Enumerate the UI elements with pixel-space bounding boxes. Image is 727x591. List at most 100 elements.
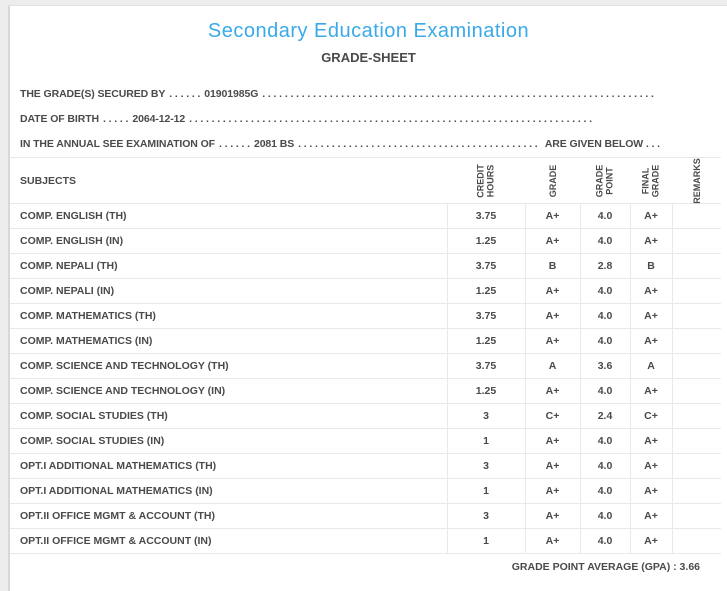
grade-point-cell: 4.0 xyxy=(579,453,630,479)
page-subtitle: GRADE-SHEET xyxy=(321,50,416,65)
grade-cell: A+ xyxy=(524,503,580,529)
dots-trailer: . . . . . . . . . . . . . . . . . . . . … xyxy=(262,88,654,100)
gpa-summary: GRADE POINT AVERAGE (GPA) : 3.66 xyxy=(511,561,700,573)
grade-point-cell: 2.4 xyxy=(579,403,630,429)
final-grade-cell: A+ xyxy=(629,528,672,554)
subject-cell: OPT.II OFFICE MGMT & ACCOUNT (IN) xyxy=(10,528,447,554)
exam-year-label: IN THE ANNUAL SEE EXAMINATION OF xyxy=(20,138,215,150)
table-row: COMP. NEPALI (TH) 3.75 B 2.8 B xyxy=(10,253,721,279)
final-grade-cell: A+ xyxy=(629,478,672,504)
table-row: OPT.II OFFICE MGMT & ACCOUNT (TH) 3 A+ 4.0 A… xyxy=(10,503,721,529)
grade-point-cell: 4.0 xyxy=(579,428,630,454)
grade-point-cell: 4.0 xyxy=(579,328,630,354)
table-row: COMP. ENGLISH (TH) 3.75 A+ 4.0 A+ xyxy=(10,203,721,229)
grade-point-cell: 4.0 xyxy=(579,278,630,304)
remarks-cell xyxy=(671,503,721,529)
remarks-cell xyxy=(671,453,721,479)
subject-cell: OPT.II OFFICE MGMT & ACCOUNT (TH) xyxy=(10,503,447,529)
symbol-number-value: 01901985G xyxy=(204,88,259,100)
credit-hours-cell: 3.75 xyxy=(446,353,525,379)
grade-point-cell: 4.0 xyxy=(579,503,630,529)
grade-cell: C+ xyxy=(524,403,580,429)
table-row: COMP. NEPALI (IN) 1.25 A+ 4.0 A+ xyxy=(10,278,721,304)
column-header-final-grade: FINAL GRADE xyxy=(630,157,672,204)
symbol-number-label: THE GRADE(S) SECURED BY xyxy=(20,88,166,100)
table-row: COMP. MATHEMATICS (TH) 3.75 A+ 4.0 A+ xyxy=(10,303,721,329)
table-row: OPT.I ADDITIONAL MATHEMATICS (TH) 3 A+ 4.0 A… xyxy=(10,453,721,479)
info-line-symbol-number: THE GRADE(S) SECURED BY . . . . . . 0190… xyxy=(20,82,654,107)
subject-cell: COMP. SOCIAL STUDIES (IN) xyxy=(10,428,447,454)
table-row: COMP. SOCIAL STUDIES (IN) 1 A+ 4.0 A+ xyxy=(10,428,721,454)
grade-cell: A+ xyxy=(524,203,580,229)
dots-separator: . . . . . xyxy=(103,113,129,125)
grade-cell: A+ xyxy=(524,528,580,554)
remarks-cell xyxy=(671,403,721,429)
page-title: Secondary Education Examination xyxy=(207,20,530,42)
subject-cell: COMP. SCIENCE AND TECHNOLOGY (TH) xyxy=(10,353,447,379)
exam-year-value: 2081 BS xyxy=(253,138,295,150)
grade-cell: A+ xyxy=(524,303,580,329)
grade-point-cell: 4.0 xyxy=(579,378,630,404)
grade-cell: A+ xyxy=(524,378,580,404)
final-grade-cell: A+ xyxy=(629,203,672,229)
final-grade-cell: B xyxy=(629,253,672,279)
final-grade-cell: A+ xyxy=(629,228,672,254)
final-grade-cell: C+ xyxy=(629,403,672,429)
column-header-subjects: SUBJECTS xyxy=(10,157,447,204)
credit-hours-cell: 1 xyxy=(446,478,525,504)
grades-table-header-row: SUBJECTS CREDIT HOURS GRADE GRADE POINT … xyxy=(10,157,721,204)
remarks-cell xyxy=(671,303,721,329)
remarks-cell xyxy=(671,253,721,279)
subject-cell: COMP. SCIENCE AND TECHNOLOGY (IN) xyxy=(10,378,447,404)
table-row: COMP. SCIENCE AND TECHNOLOGY (TH) 3.75 A 3.… xyxy=(10,353,721,379)
credit-hours-cell: 1 xyxy=(446,428,525,454)
credit-hours-cell: 3.75 xyxy=(446,253,525,279)
grade-point-cell: 4.0 xyxy=(579,228,630,254)
grade-point-cell: 2.8 xyxy=(579,253,630,279)
grade-cell: A+ xyxy=(524,453,580,479)
grade-point-cell: 3.6 xyxy=(579,353,630,379)
credit-hours-cell: 1 xyxy=(446,528,525,554)
final-grade-cell: A+ xyxy=(629,453,672,479)
credit-hours-cell: 1.25 xyxy=(446,278,525,304)
final-grade-cell: A+ xyxy=(629,503,672,529)
final-grade-cell: A+ xyxy=(629,303,672,329)
grade-point-cell: 4.0 xyxy=(579,528,630,554)
grade-point-cell: 4.0 xyxy=(579,203,630,229)
credit-hours-cell: 3.75 xyxy=(446,303,525,329)
grade-cell: A+ xyxy=(524,328,580,354)
subject-cell: COMP. MATHEMATICS (IN) xyxy=(10,328,447,354)
gradesheet-page: Secondary Education Examination GRADE-SH… xyxy=(8,5,727,591)
credit-hours-cell: 1.25 xyxy=(446,378,525,404)
final-grade-cell: A+ xyxy=(629,378,672,404)
remarks-cell xyxy=(671,428,721,454)
credit-hours-cell: 3 xyxy=(446,503,525,529)
subject-cell: COMP. NEPALI (IN) xyxy=(10,278,447,304)
subject-cell: COMP. SOCIAL STUDIES (TH) xyxy=(10,403,447,429)
table-row: COMP. MATHEMATICS (IN) 1.25 A+ 4.0 A+ xyxy=(10,328,721,354)
dots-trailer: . . . . . . . . . . . . . . . . . . . . … xyxy=(189,113,592,125)
final-grade-cell: A+ xyxy=(629,428,672,454)
grade-cell: A+ xyxy=(524,478,580,504)
remarks-cell xyxy=(671,353,721,379)
grade-cell: B xyxy=(524,253,580,279)
grade-cell: A+ xyxy=(524,428,580,454)
remarks-cell xyxy=(671,528,721,554)
column-header-grade: GRADE xyxy=(525,157,580,204)
credit-hours-cell: 3 xyxy=(446,453,525,479)
are-given-below-label: ARE GIVEN BELOW . . . xyxy=(544,138,660,150)
credit-hours-cell: 1.25 xyxy=(446,328,525,354)
table-row: COMP. ENGLISH (IN) 1.25 A+ 4.0 A+ xyxy=(10,228,721,254)
subject-cell: COMP. ENGLISH (TH) xyxy=(10,203,447,229)
final-grade-cell: A xyxy=(629,353,672,379)
dots-trailer: . . . . . . . . . . . . . . . . . . . . … xyxy=(298,138,541,150)
subject-cell: OPT.I ADDITIONAL MATHEMATICS (IN) xyxy=(10,478,447,504)
subject-cell: OPT.I ADDITIONAL MATHEMATICS (TH) xyxy=(10,453,447,479)
grade-cell: A+ xyxy=(524,228,580,254)
table-row: OPT.I ADDITIONAL MATHEMATICS (IN) 1 A+ 4.0 A… xyxy=(10,478,721,504)
remarks-cell xyxy=(671,203,721,229)
remarks-cell xyxy=(671,328,721,354)
grade-point-cell: 4.0 xyxy=(579,303,630,329)
subject-cell: COMP. ENGLISH (IN) xyxy=(10,228,447,254)
date-of-birth-label: DATE OF BIRTH xyxy=(20,113,99,125)
